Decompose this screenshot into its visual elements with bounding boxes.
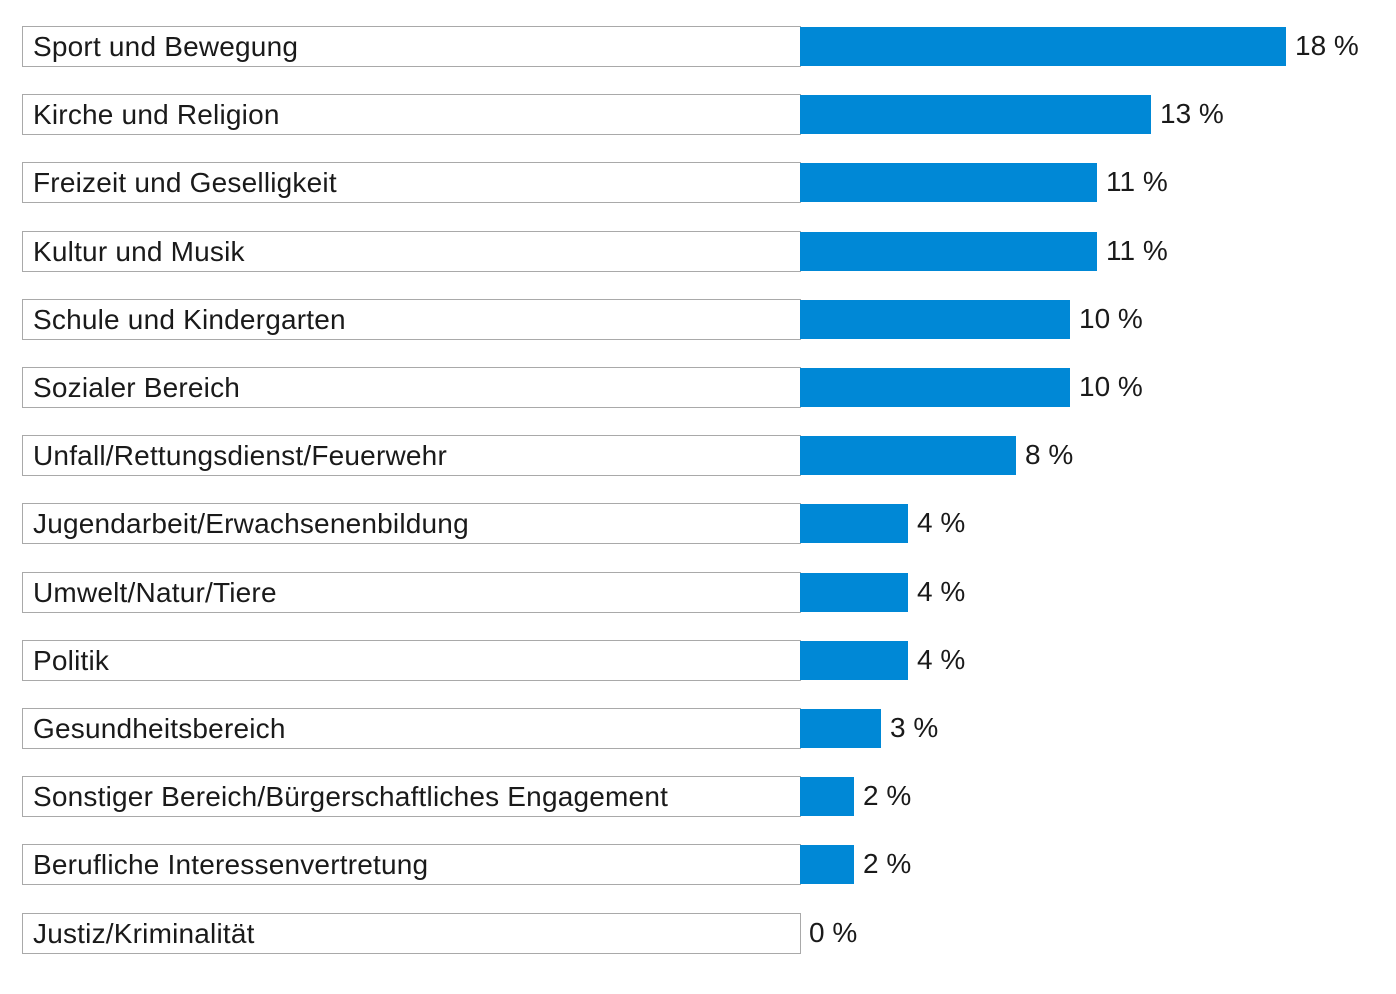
category-label-box: Kirche und Religion [22, 94, 801, 135]
value-label: 18 % [1295, 30, 1359, 61]
category-label-box: Unfall/Rettungsdienst/Feuerwehr [22, 435, 801, 476]
bar [800, 504, 908, 543]
value-label: 11 % [1106, 166, 1168, 197]
chart-row: Jugendarbeit/Erwachsenenbildung 4 % [0, 503, 1396, 544]
category-label-box: Jugendarbeit/Erwachsenenbildung [22, 503, 801, 544]
value-label: 0 % [809, 917, 858, 948]
chart-row: Freizeit und Geselligkeit 11 % [0, 162, 1396, 203]
bar [800, 709, 881, 748]
bar [800, 777, 854, 816]
category-label: Schule und Kindergarten [33, 304, 346, 335]
chart-row: Kirche und Religion 13 % [0, 94, 1396, 135]
value-label: 8 % [1025, 439, 1074, 470]
bar [800, 368, 1070, 407]
category-label-box: Sonstiger Bereich/Bürgerschaftliches Eng… [22, 776, 801, 817]
bar [800, 641, 908, 680]
chart-row: Sport und Bewegung 18 % [0, 26, 1396, 67]
category-label: Politik [33, 645, 110, 676]
category-label-box: Berufliche Interessenvertretung [22, 844, 801, 885]
category-label: Sonstiger Bereich/Bürgerschaftliches Eng… [33, 781, 669, 812]
value-label: 4 % [917, 644, 966, 675]
category-label: Jugendarbeit/Erwachsenenbildung [33, 508, 469, 539]
category-label: Kultur und Musik [33, 236, 245, 267]
category-label-box: Umwelt/Natur/Tiere [22, 572, 801, 613]
category-label: Justiz/Kriminalität [33, 918, 255, 949]
chart-row: Sozialer Bereich 10 % [0, 367, 1396, 408]
bar [800, 27, 1286, 66]
category-label-box: Schule und Kindergarten [22, 299, 801, 340]
category-label: Unfall/Rettungsdienst/Feuerwehr [33, 440, 447, 471]
value-label: 3 % [890, 712, 939, 743]
bar [800, 436, 1016, 475]
category-label: Kirche und Religion [33, 99, 280, 130]
category-label: Umwelt/Natur/Tiere [33, 577, 277, 608]
category-label-box: Politik [22, 640, 801, 681]
chart-row: Politik 4 % [0, 640, 1396, 681]
category-label-box: Kultur und Musik [22, 231, 801, 272]
category-label-box: Justiz/Kriminalität [22, 913, 801, 954]
category-label-box: Sport und Bewegung [22, 26, 801, 67]
category-label: Sozialer Bereich [33, 372, 241, 403]
bar [800, 300, 1070, 339]
value-label: 2 % [863, 848, 912, 879]
value-label: 4 % [917, 576, 966, 607]
bar [800, 95, 1151, 134]
chart-row: Unfall/Rettungsdienst/Feuerwehr 8 % [0, 435, 1396, 476]
value-label: 4 % [917, 507, 966, 538]
category-label-box: Sozialer Bereich [22, 367, 801, 408]
value-label: 13 % [1160, 98, 1224, 129]
value-label: 11 % [1106, 235, 1168, 266]
bar [800, 573, 908, 612]
chart-row: Berufliche Interessenvertretung 2 % [0, 844, 1396, 885]
value-label: 10 % [1079, 371, 1143, 402]
chart-row: Sonstiger Bereich/Bürgerschaftliches Eng… [0, 776, 1396, 817]
category-label-box: Gesundheitsbereich [22, 708, 801, 749]
category-label-box: Freizeit und Geselligkeit [22, 162, 801, 203]
category-label: Sport und Bewegung [33, 31, 299, 62]
value-label: 2 % [863, 780, 912, 811]
chart-row: Schule und Kindergarten 10 % [0, 299, 1396, 340]
chart-row: Justiz/Kriminalität 0 % [0, 913, 1396, 954]
category-label: Gesundheitsbereich [33, 713, 286, 744]
chart-row: Umwelt/Natur/Tiere 4 % [0, 572, 1396, 613]
category-label: Berufliche Interessenvertretung [33, 849, 429, 880]
chart-row: Gesundheitsbereich 3 % [0, 708, 1396, 749]
value-label: 10 % [1079, 303, 1143, 334]
bar [800, 163, 1097, 202]
category-label: Freizeit und Geselligkeit [33, 167, 337, 198]
chart-row: Kultur und Musik 11 % [0, 231, 1396, 272]
bar [800, 232, 1097, 271]
bar [800, 845, 854, 884]
